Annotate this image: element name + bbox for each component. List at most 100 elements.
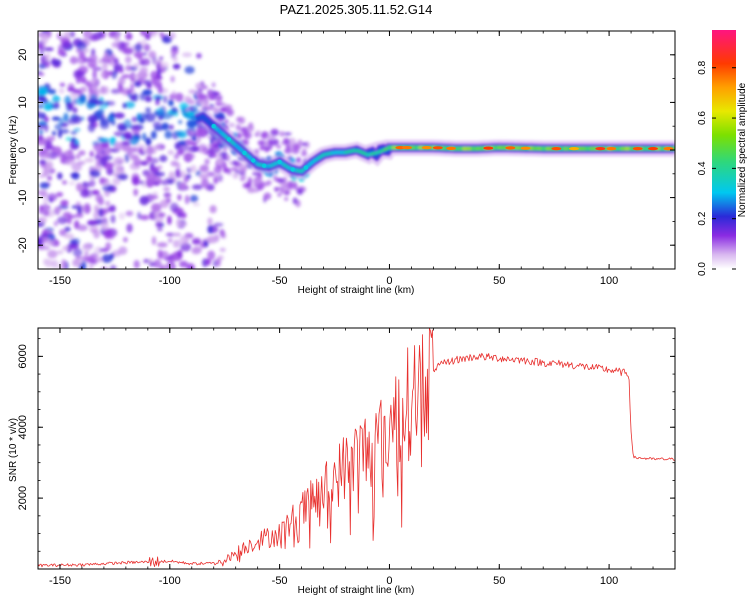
heat-blob	[302, 148, 307, 155]
heat-blob	[196, 92, 205, 100]
heat-blob	[144, 95, 152, 103]
heat-blob	[156, 242, 168, 248]
heat-blob	[71, 162, 82, 172]
heat-blob	[111, 41, 121, 48]
heat-blob	[247, 177, 253, 185]
heat-blob	[146, 172, 157, 182]
heat-blob	[134, 43, 143, 52]
heat-blob	[89, 54, 98, 63]
heat-blob	[38, 237, 43, 246]
heat-blob	[95, 193, 103, 203]
heat-blob	[186, 119, 198, 129]
heat-blob	[69, 56, 78, 65]
snr-plot-area	[38, 328, 675, 569]
heat-blob	[133, 188, 139, 197]
heat-blob	[90, 48, 96, 56]
heat-blob	[166, 198, 171, 204]
heat-blob	[139, 92, 146, 101]
ridge-hotspot	[595, 147, 606, 151]
heat-blob	[82, 243, 92, 252]
heat-blob	[199, 164, 209, 173]
heat-blob	[159, 155, 168, 162]
heat-blob	[125, 32, 133, 41]
heat-blob	[99, 117, 109, 126]
heat-blob	[142, 132, 147, 141]
heat-blob	[90, 78, 98, 87]
x-tick-label: 0	[386, 275, 392, 287]
heat-blob	[60, 199, 69, 206]
heat-blob	[199, 173, 210, 180]
heat-blob	[45, 240, 57, 245]
heat-blob	[123, 119, 132, 128]
heat-blob	[260, 181, 266, 189]
heat-blob	[226, 108, 234, 116]
heat-blob	[103, 52, 108, 61]
heat-blob	[91, 189, 100, 195]
heat-blob	[47, 151, 58, 160]
heat-blob	[97, 108, 105, 115]
heat-blob	[216, 257, 221, 267]
heat-blob	[159, 31, 165, 38]
heat-blob	[139, 151, 146, 156]
heat-blob	[264, 140, 269, 149]
heat-blob	[58, 88, 65, 94]
heat-blob	[111, 70, 117, 80]
heat-blob	[190, 164, 197, 173]
heat-blob	[160, 222, 165, 227]
heat-blob	[273, 175, 277, 182]
heat-blob	[206, 235, 218, 244]
heat-blob	[176, 221, 188, 227]
heat-blob	[46, 31, 52, 38]
heat-blob	[191, 248, 201, 255]
heat-blob	[131, 116, 138, 123]
heat-blob	[191, 184, 203, 190]
heat-blob	[44, 140, 53, 150]
ridge-hotspot	[432, 146, 443, 150]
heat-blob	[173, 153, 180, 160]
heat-blob	[141, 44, 152, 51]
ridge-spot	[303, 165, 309, 170]
heat-blob	[61, 259, 66, 269]
heat-blob	[52, 95, 61, 103]
heat-blob	[94, 204, 99, 210]
heat-blob	[181, 52, 193, 58]
ridge-hotspot	[446, 146, 456, 150]
ridge-hotspot	[648, 147, 658, 151]
heat-blob	[120, 141, 131, 147]
heat-blob	[169, 124, 174, 130]
heat-blob	[279, 131, 285, 137]
heat-blob	[172, 55, 178, 63]
heat-blob	[247, 188, 256, 194]
heat-blob	[38, 72, 45, 76]
heat-blob	[206, 105, 215, 111]
heat-blob	[153, 145, 162, 150]
heat-blob	[91, 258, 98, 265]
heat-blob	[46, 136, 56, 141]
ridge-hotspot	[606, 147, 617, 151]
heat-blob	[51, 130, 57, 137]
heat-blob	[140, 161, 149, 166]
colorbar-ticks: 0.0 0.2 0.4 0.6 0.8	[697, 60, 736, 276]
heat-blob	[153, 80, 162, 89]
heat-blob	[105, 242, 112, 251]
heat-blob	[196, 53, 202, 59]
heat-blob	[151, 157, 159, 164]
x-tick-label: 50	[493, 575, 505, 587]
heat-blob	[154, 110, 159, 116]
heat-blob	[118, 212, 126, 220]
heat-blob	[202, 85, 208, 90]
heat-blob	[58, 117, 64, 126]
heat-blob	[163, 186, 171, 192]
heat-blob	[126, 147, 134, 156]
heat-blob	[125, 65, 133, 72]
heat-blob	[206, 183, 215, 191]
heat-blob	[88, 263, 94, 269]
heat-blob	[73, 115, 82, 124]
heat-blob	[175, 130, 183, 137]
heat-blob	[187, 148, 194, 152]
heat-blob	[43, 196, 48, 207]
heat-blob	[69, 238, 80, 245]
heat-blob	[212, 259, 218, 268]
heat-blob	[186, 174, 192, 180]
heat-blob	[44, 151, 50, 160]
